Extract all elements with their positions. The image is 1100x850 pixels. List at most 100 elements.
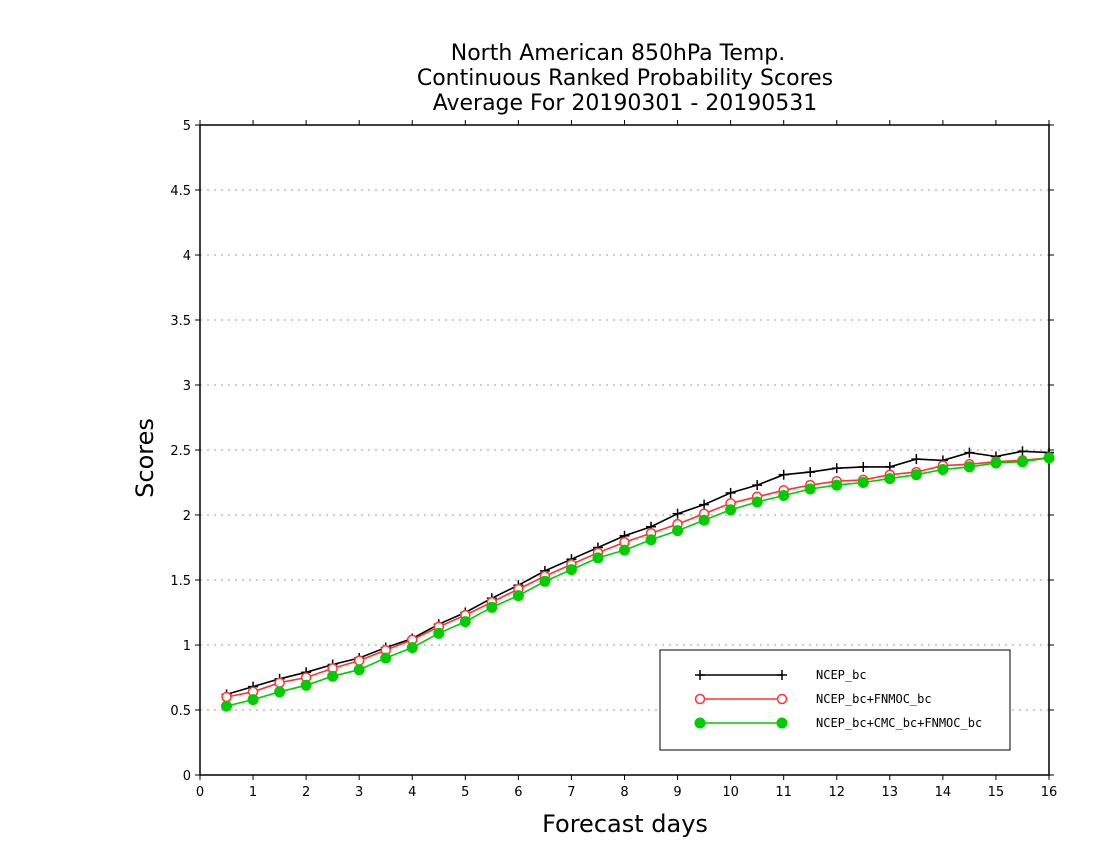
data-point [486,601,498,613]
x-tick-label: 3 [355,785,363,800]
data-point [274,686,286,698]
data-point [725,487,736,498]
data-point [831,479,843,491]
legend-label: NCEP_bc+FNMOC_bc [816,692,932,706]
axis-ticks: 00.511.522.533.544.550 1 2 3 4 5 6 7 8 9 10 11 12 13 1… [170,119,1057,800]
data-point [353,655,365,666]
x-tick-label: 2 [302,785,310,800]
data-point [778,490,790,501]
data-point [512,590,524,602]
x-axis-label: Forecast days [542,810,708,838]
data-point [963,461,975,473]
y-tick-label: 0 [183,769,191,784]
data-point [911,454,922,465]
y-tick-label: 2.5 [170,444,191,459]
legend-entry: NCEP_bc [695,668,867,682]
x-tick-label: 11 [775,785,792,800]
x-tick-label: 0 [196,785,204,800]
y-tick-label: 3 [183,379,191,394]
x-tick-label: 4 [408,785,416,800]
filled-circle-marker [694,717,706,729]
x-tick-label: 8 [620,785,628,800]
x-tick-label: 14 [935,785,952,800]
legend: NCEP_bc NCEP_bc+FNMOC_bc NCEP_bc+CMC_bc+FN… [659,649,1011,751]
y-tick-label: 4.5 [170,184,191,199]
data-point [353,664,365,676]
data-point [406,642,418,654]
x-tick-label: 5 [461,785,469,800]
data-point [778,469,789,480]
data-point [937,464,949,475]
x-tick-label: 6 [514,785,522,800]
data-point [804,483,816,495]
data-point [433,627,445,639]
data-point [274,677,285,688]
filled-circle-marker [776,717,788,729]
data-point [805,467,816,478]
series-group [221,446,1055,712]
title-line-2: Continuous Ranked Probability Scores [417,66,833,91]
data-point [858,461,869,472]
data-point [1016,456,1028,468]
data-point [831,463,842,474]
x-tick-label: 7 [567,785,575,800]
data-point [698,514,710,526]
x-tick-label: 13 [882,785,899,800]
data-point [751,496,763,508]
data-point [964,447,975,458]
x-tick-label: 16 [1041,785,1058,800]
gridlines [200,124,1049,711]
y-tick-label: 3.5 [170,314,191,329]
chart-title: North American 850hPa Temp. Continuous R… [417,41,833,116]
data-point [327,670,339,682]
title-line-1: North American 850hPa Temp. [451,41,786,66]
y-axis-label: Scores [131,418,159,498]
data-point [221,691,232,703]
open-circle-marker [776,693,788,705]
series-line [226,450,1050,696]
data-point [221,700,233,712]
y-tick-label: 1.5 [170,574,191,589]
data-point [1043,452,1055,464]
data-point [910,469,922,481]
title-line-3: Average For 20190301 - 20190531 [433,91,818,116]
data-point [857,477,869,488]
data-point [645,534,657,546]
x-tick-label: 1 [249,785,257,800]
legend-label: NCEP_bc [816,668,867,682]
data-point [884,473,896,485]
data-point [699,499,710,510]
y-tick-label: 0.5 [170,704,191,719]
y-tick-label: 2 [183,509,191,524]
y-tick-label: 1 [183,639,191,654]
data-point [380,652,392,664]
legend-box [659,649,1011,751]
y-tick-label: 5 [183,119,191,134]
legend-entry: NCEP_bc+FNMOC_bc [694,692,932,706]
x-tick-label: 15 [988,785,1005,800]
x-tick-label: 12 [828,785,845,800]
y-tick-label: 4 [183,249,191,264]
plus-marker [695,670,705,680]
open-circle-marker [694,693,706,705]
data-point [300,679,312,691]
series-3 [221,452,1055,712]
data-point [672,508,683,519]
data-point [619,544,630,556]
plus-marker [777,670,787,680]
data-point [565,564,577,576]
data-point [1017,446,1028,457]
data-point [247,694,259,706]
x-tick-label: 10 [722,785,739,800]
data-point [752,480,763,491]
data-point [592,552,604,564]
data-point [672,525,684,537]
x-tick-label: 9 [673,785,681,800]
legend-entry: NCEP_bc+CMC_bc+FNMOC_bc [694,716,982,730]
data-point [725,504,737,516]
data-point [990,457,1002,469]
data-point [539,575,551,587]
data-point [459,616,471,628]
legend-label: NCEP_bc+CMC_bc+FNMOC_bc [816,716,982,730]
